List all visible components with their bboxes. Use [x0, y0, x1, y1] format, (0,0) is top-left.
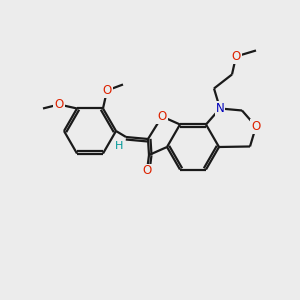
Text: O: O — [231, 50, 241, 63]
Text: O: O — [251, 120, 261, 133]
Text: O: O — [142, 164, 152, 178]
Text: O: O — [158, 110, 166, 123]
Text: O: O — [54, 98, 64, 111]
Text: H: H — [115, 141, 123, 151]
Text: N: N — [216, 102, 224, 115]
Text: O: O — [102, 84, 112, 97]
